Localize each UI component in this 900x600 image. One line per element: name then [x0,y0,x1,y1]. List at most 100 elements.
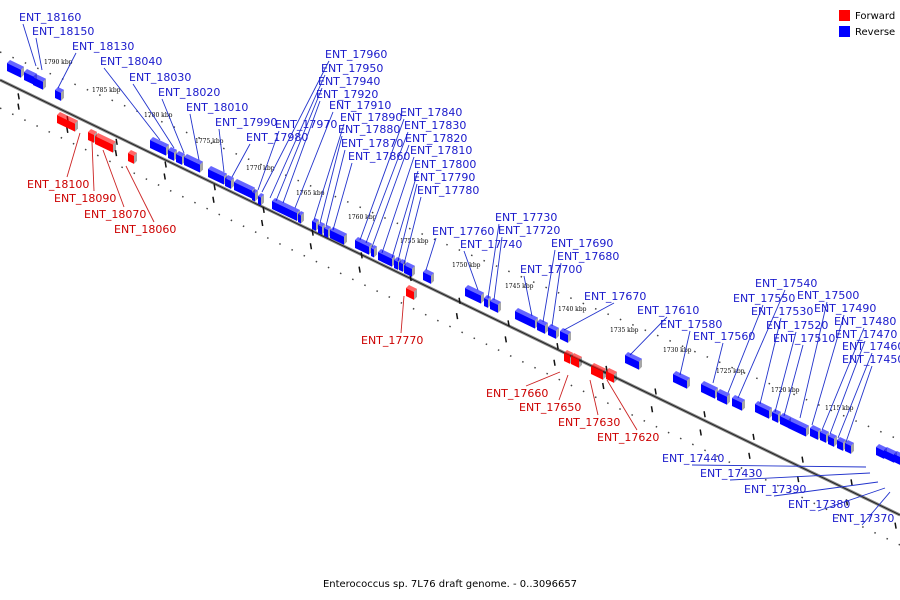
reverse-gene-arrow [560,328,571,343]
reverse-gene-label: ENT_17730 [495,211,557,224]
scale-tick-label: 1735 kbp [610,327,639,334]
reverse-label-leader [774,331,797,413]
forward-gene-label: ENT_18100 [27,178,89,191]
forward-label-leader [66,132,81,178]
scale-tick-mark [66,126,69,134]
reverse-gene-arrow [701,381,718,399]
scale-tick-label: 1770 kbp [246,165,275,172]
reverse-gene-label: ENT_17760 [432,225,494,238]
reverse-gene-arrow [845,440,854,454]
reverse-gene-label: ENT_17890 [340,111,402,124]
reverse-gene-arrow [378,249,395,267]
reverse-label-leader [218,128,225,173]
reverse-gene-arrow [625,352,642,370]
forward-label-leader [525,371,561,387]
reverse-gene-label: ENT_18150 [32,25,94,38]
reverse-label-leader [463,250,479,291]
scale-tick-mark [360,252,363,259]
forward-gene-arrow [606,368,617,383]
reverse-label-leader [817,487,886,512]
reverse-gene-label: ENT_17500 [797,289,859,302]
reverse-gene-label: ENT_17460 [842,340,900,353]
reverse-label-leader [799,301,828,419]
reverse-gene-label: ENT_17510 [773,332,835,345]
scale-tick-mark [455,313,459,320]
scale-tick-mark [163,173,166,180]
reverse-label-leader [231,143,251,178]
legend-swatch [839,10,850,21]
scale-tick-mark [699,429,702,436]
reverse-gene-arrow [788,417,809,437]
reverse-gene-arrow [55,87,64,101]
reverse-gene-label: ENT_17740 [460,238,522,251]
reverse-label-leader [275,87,323,202]
reverse-gene-arrow [732,395,745,411]
scale-tick-mark [213,184,216,191]
reverse-label-leader [189,113,200,161]
reverse-gene-label: ENT_17680 [557,250,619,263]
forward-gene-arrow [128,150,137,164]
reverse-gene-label: ENT_17870 [341,137,403,150]
reverse-gene-arrow [717,389,730,405]
scale-tick-mark [752,433,755,441]
scale-tick-mark [845,499,849,506]
reverse-label-leader [845,365,873,443]
reverse-gene-label: ENT_17830 [404,119,466,132]
reverse-gene-label: ENT_17690 [551,237,613,250]
reverse-gene-label: ENT_17820 [405,132,467,145]
scale-tick-mark [115,138,118,145]
reverse-gene-label: ENT_17880 [338,123,400,136]
reverse-gene-arrow [312,218,319,231]
reverse-gene-arrow [490,298,501,313]
reverse-gene-arrow [828,433,837,447]
scale-tick-label: 1740 kbp [558,306,587,313]
reverse-label-leader [397,183,418,262]
scale-tick-label: 1765 kbp [296,190,325,197]
reverse-gene-arrow [423,269,434,284]
reverse-label-leader [161,98,185,154]
forward-guide [0,107,900,546]
scale-tick-mark [17,103,20,110]
reverse-gene-label: ENT_17790 [413,171,475,184]
reverse-label-leader [425,237,437,271]
reverse-gene-arrow [548,324,559,339]
reverse-gene-label: ENT_17370 [832,512,894,525]
reverse-label-leader [691,464,867,468]
legend: Forward Reverse [839,10,895,38]
reverse-gene-label: ENT_17920 [316,88,378,101]
reverse-gene-arrow [820,429,829,443]
reverse-gene-arrow [7,60,24,78]
scale-tick-mark [262,206,265,214]
reverse-label-leader [861,491,891,526]
forward-label-leader [558,374,569,401]
reverse-label-leader [365,131,409,244]
forward-label-leader [125,165,155,223]
reverse-label-leader [629,316,668,356]
forward-label-leader [400,295,405,334]
forward-gene-label: ENT_17770 [361,334,423,347]
scale-tick-mark [601,382,605,390]
reverse-label-leader [737,289,786,399]
scale-tick-label: 1785 kbp [92,87,121,94]
reverse-label-leader [132,83,175,149]
reverse-label-leader [727,304,764,394]
scale-tick-mark [850,479,853,486]
reverse-label-leader [773,481,879,497]
reverse-gene-label: ENT_18160 [19,11,81,24]
forward-gene-label: ENT_18090 [54,192,116,205]
reverse-gene-label: ENT_17800 [414,158,476,171]
scale-tick-label: 1760 kbp [348,214,377,221]
reverse-gene-label: ENT_17980 [246,131,308,144]
scale-tick-mark [164,161,167,168]
scale-tick-mark [650,406,654,413]
reverse-gene-arrow [258,193,264,206]
reverse-gene-arrow [515,308,538,329]
scale-ruler: 1790 kbp 1785 kbp 1780 kbp 1775 kbp 1770 kbp… [0,59,900,517]
reverse-label-leader [811,314,845,426]
scale-tick-mark [507,320,510,327]
reverse-label-leader [759,317,782,405]
scale-tick-mark [309,243,313,250]
scale-tick-mark [748,452,751,459]
reverse-gene-label: ENT_18040 [100,55,162,68]
